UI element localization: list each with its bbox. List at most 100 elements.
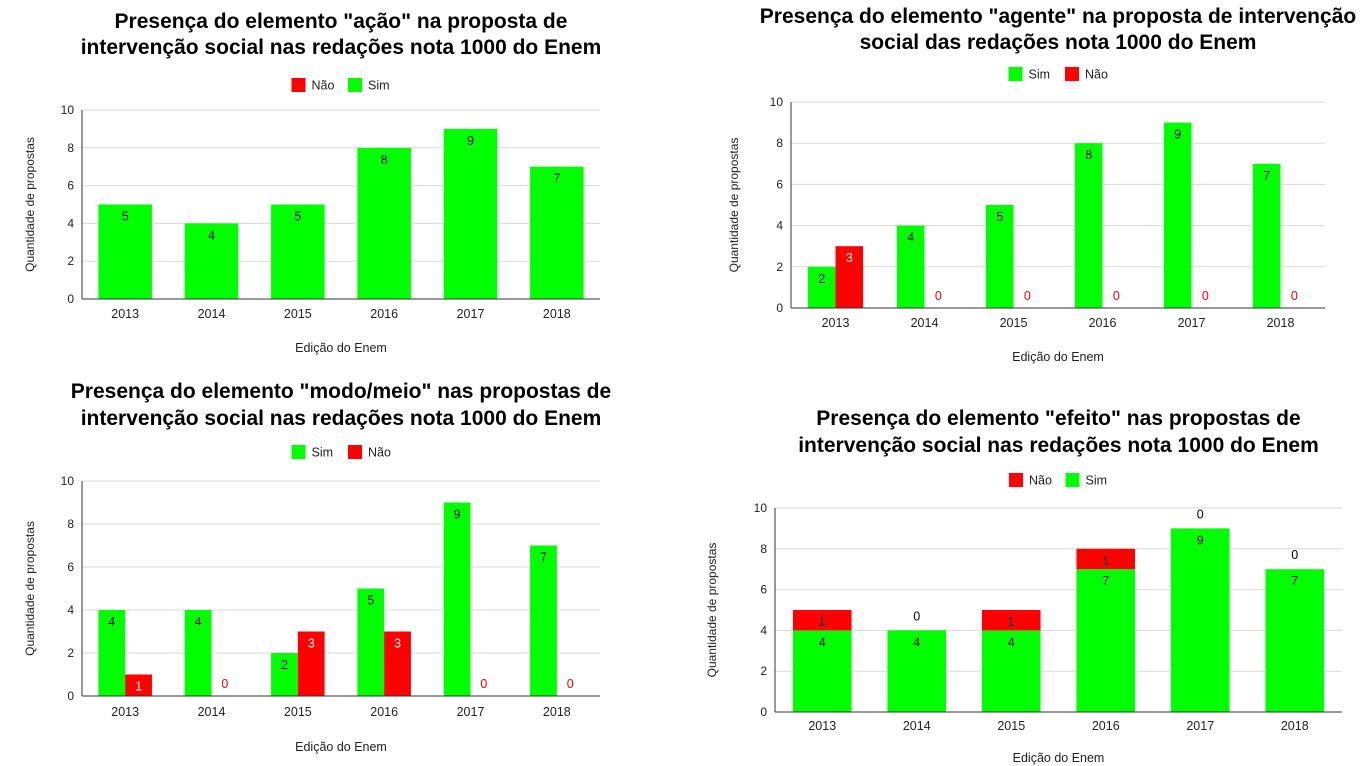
- legend-swatch-sim: [348, 78, 362, 92]
- x-tick-label: 2015: [284, 705, 312, 719]
- data-label-nao-2013: 3: [846, 251, 853, 265]
- x-tick-label: 2013: [111, 307, 139, 321]
- y-tick-label: 6: [67, 560, 74, 574]
- data-label-sim-2018: 7: [553, 172, 560, 186]
- data-label-sim-2014: 4: [195, 615, 202, 629]
- data-label-sim-2017: 9: [1174, 128, 1181, 142]
- bar-nao-2015: [981, 610, 1041, 631]
- data-label-nao-2018: 0: [567, 677, 574, 691]
- data-label-nao-2018: 0: [1291, 548, 1298, 562]
- chart-title: Presença do elemento "ação" na proposta …: [115, 10, 568, 33]
- x-tick-label: 2014: [903, 719, 931, 733]
- bar-sim-2014: [887, 630, 947, 712]
- bar-sim-2017: [443, 128, 498, 299]
- legend-label-sim: Sim: [368, 79, 390, 93]
- bar-sim-2017: [443, 502, 471, 696]
- y-tick-label: 10: [754, 501, 768, 515]
- x-tick-label: 2017: [457, 307, 485, 321]
- bar-sim-2017: [1170, 528, 1230, 712]
- x-axis-title: Edição do Enem: [1013, 751, 1105, 765]
- x-axis-title: Edição do Enem: [295, 341, 387, 355]
- bar-sim-2016: [1074, 143, 1103, 308]
- chart-panel-agente: Presença do elemento "agente" na propost…: [680, 0, 1356, 372]
- data-label-sim-2018: 7: [1291, 574, 1298, 588]
- data-label-nao-2014: 0: [221, 677, 228, 691]
- bar-sim-2016: [357, 588, 385, 696]
- data-label-sim-2017: 9: [454, 508, 461, 522]
- data-label-sim-2014: 4: [907, 231, 914, 245]
- data-label-sim-2014: 4: [913, 635, 920, 649]
- legend-swatch-nao: [1065, 67, 1079, 81]
- chart-panel-efeito: Presença do elemento "efeito" nas propos…: [680, 400, 1360, 766]
- bar-nao-2016: [1076, 548, 1136, 570]
- chart-legend: Sim Não: [291, 445, 391, 460]
- x-tick-label: 2017: [1186, 719, 1214, 733]
- data-label-sim-2013: 4: [108, 615, 115, 629]
- bar-sim-2016: [357, 147, 411, 299]
- legend-swatch-sim: [1008, 67, 1023, 81]
- y-tick-label: 0: [67, 689, 74, 703]
- y-axis-title: Quantidade de propostas: [727, 138, 741, 273]
- chart-title: intervenção social nas redações nota 100…: [81, 407, 602, 430]
- x-tick-label: 2014: [198, 307, 226, 321]
- bar-sim-2015: [271, 653, 298, 696]
- x-tick-label: 2018: [1267, 316, 1295, 330]
- x-tick-label: 2016: [1092, 719, 1120, 733]
- x-axis-title: Edição do Enem: [1012, 350, 1104, 364]
- chart-legend: Não Sim: [1009, 473, 1107, 488]
- y-axis-title: Quantidade de propostas: [23, 137, 37, 272]
- bar-sim-2013: [792, 630, 852, 712]
- y-tick-label: 2: [67, 646, 74, 660]
- x-tick-label: 2016: [1089, 316, 1117, 330]
- x-tick-label: 2018: [543, 307, 571, 321]
- y-tick-label: 6: [776, 177, 783, 191]
- chart-title: Presença do elemento "agente" na propost…: [760, 5, 1356, 28]
- legend-swatch-nao: [1009, 473, 1023, 487]
- y-tick-label: 8: [67, 141, 74, 155]
- y-tick-label: 4: [67, 216, 74, 230]
- data-label-sim-2014: 4: [208, 228, 215, 242]
- data-label-sim-2018: 7: [540, 551, 547, 565]
- chart-legend: Não Sim: [291, 78, 390, 93]
- data-label-sim-2016: 7: [1102, 574, 1109, 588]
- x-tick-label: 2015: [997, 719, 1025, 733]
- x-tick-label: 2015: [1000, 316, 1028, 330]
- x-tick-label: 2017: [457, 705, 485, 719]
- bar-nao-2013: [792, 610, 852, 631]
- data-label-sim-2013: 5: [122, 210, 129, 224]
- y-tick-label: 4: [760, 623, 767, 637]
- bar-nao-2015: [297, 631, 325, 696]
- chart-legend: Sim Não: [1008, 67, 1108, 82]
- y-tick-label: 6: [67, 179, 74, 193]
- data-label-nao-2014: 0: [913, 609, 920, 623]
- data-label-nao-2017: 0: [1197, 507, 1204, 521]
- bar-sim-2014: [184, 610, 212, 696]
- legend-swatch-sim: [1065, 473, 1080, 487]
- y-tick-label: 2: [760, 664, 767, 678]
- data-label-nao-2016: 1: [1102, 554, 1109, 568]
- x-tick-label: 2014: [911, 316, 939, 330]
- y-tick-label: 0: [776, 301, 783, 315]
- y-axis-title: Quantidade de propostas: [23, 521, 37, 656]
- x-tick-label: 2017: [1178, 316, 1206, 330]
- bar-sim-2016: [1076, 569, 1136, 712]
- x-tick-label: 2015: [284, 307, 312, 321]
- chart-title: social das redações nota 1000 do Enem: [860, 31, 1257, 54]
- y-tick-label: 0: [760, 705, 767, 719]
- y-tick-label: 4: [67, 603, 74, 617]
- data-label-sim-2015: 2: [281, 658, 288, 672]
- bar-sim-2018: [1252, 163, 1281, 308]
- chart-title: intervenção social nas redações nota 100…: [81, 36, 602, 59]
- x-tick-label: 2018: [1281, 719, 1309, 733]
- x-tick-label: 2016: [370, 307, 398, 321]
- data-label-nao-2015: 0: [1024, 289, 1031, 303]
- bar-sim-2017: [1163, 122, 1192, 308]
- x-tick-label: 2013: [808, 719, 836, 733]
- legend-label-nao: Não: [1029, 474, 1052, 488]
- data-label-nao-2016: 0: [1113, 289, 1120, 303]
- chart-panel-acao: Presença do elemento "ação" na proposta …: [0, 0, 620, 366]
- chart-title: Presença do elemento "modo/meio" nas pro…: [71, 380, 611, 403]
- bar-nao-2016: [384, 631, 411, 696]
- data-label-sim-2017: 9: [467, 134, 474, 148]
- y-tick-label: 8: [67, 517, 74, 531]
